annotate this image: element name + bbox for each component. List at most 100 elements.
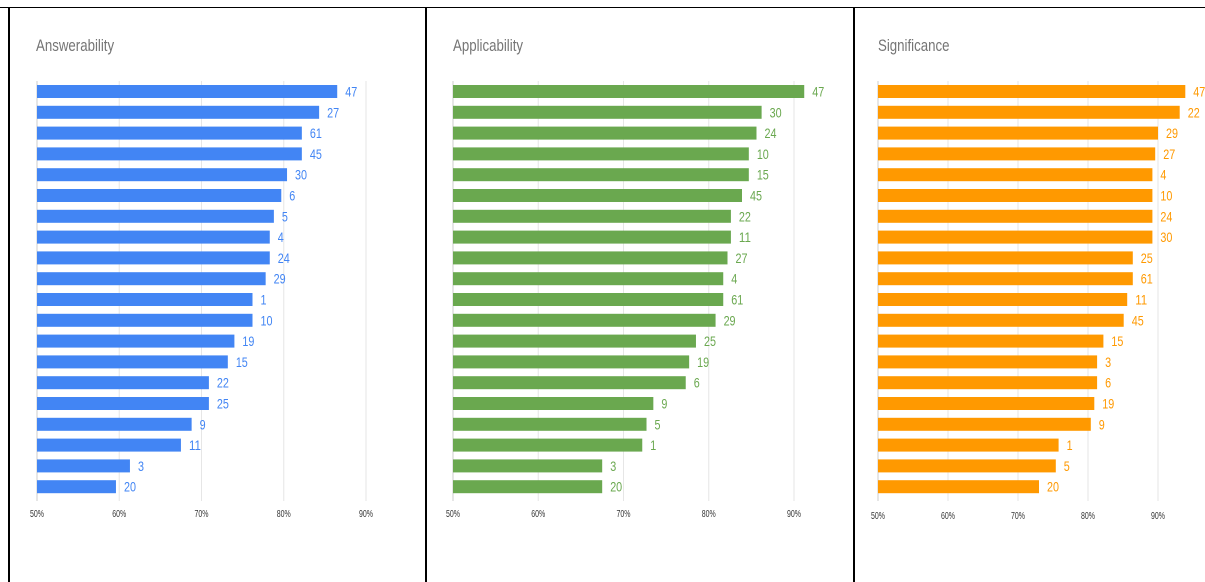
bar-label: 25 xyxy=(704,333,716,349)
bar xyxy=(453,480,603,494)
bar-label: 25 xyxy=(1141,250,1153,266)
bar xyxy=(453,417,647,431)
bar xyxy=(453,334,696,348)
bar-label: 29 xyxy=(1166,125,1178,141)
bar-label: 1 xyxy=(650,437,656,453)
bar-label: 15 xyxy=(757,167,769,183)
bar xyxy=(878,209,1153,223)
bar-label: 6 xyxy=(694,375,700,391)
chart-title: Applicability xyxy=(453,36,524,55)
bar-label: 4 xyxy=(731,271,737,287)
x-tick-label: 60% xyxy=(941,511,955,522)
bar xyxy=(37,417,192,431)
bar-label: 45 xyxy=(1132,312,1144,328)
bar xyxy=(878,272,1133,286)
bar-label: 15 xyxy=(236,354,248,370)
bar-label: 25 xyxy=(217,396,229,412)
bar xyxy=(37,189,282,202)
bar xyxy=(878,85,1186,98)
bar xyxy=(453,459,603,473)
bar-label: 4 xyxy=(1160,167,1166,183)
bar xyxy=(37,313,253,327)
bar xyxy=(878,334,1104,348)
bar-label: 10 xyxy=(1160,188,1172,204)
bar xyxy=(878,376,1098,390)
bar xyxy=(453,230,731,244)
bar-label: 1 xyxy=(1067,437,1073,453)
bar xyxy=(37,480,116,494)
applicability-bar-chart: 47 30 24 10 15 45 22 11 27 4 61 29 25 19 6 95 1 3 20 50% 60%… xyxy=(446,81,824,520)
bar xyxy=(453,251,728,265)
bar-label: 24 xyxy=(764,125,776,141)
bar-label: 9 xyxy=(200,416,206,432)
bar xyxy=(37,85,338,98)
bar xyxy=(37,376,209,390)
bar-label: 11 xyxy=(189,437,201,453)
bar-label: 22 xyxy=(217,375,229,391)
bar xyxy=(453,397,654,410)
bar-label: 20 xyxy=(124,479,136,495)
x-tick-label: 80% xyxy=(1081,511,1095,522)
x-tick-label: 50% xyxy=(871,511,885,522)
bar xyxy=(453,168,749,182)
bar-label: 27 xyxy=(327,104,339,120)
bar xyxy=(37,209,274,223)
bar xyxy=(878,293,1128,306)
bar-label: 5 xyxy=(1064,458,1070,474)
bar-label: 1 xyxy=(260,292,266,308)
bar xyxy=(453,272,724,286)
bar xyxy=(878,438,1059,452)
bar xyxy=(453,189,742,202)
bar-label: 30 xyxy=(1160,229,1172,245)
bar-label: 30 xyxy=(295,167,307,183)
bar-label: 24 xyxy=(278,250,290,266)
bar-label: 5 xyxy=(282,208,288,224)
bar-label: 29 xyxy=(274,271,286,287)
bar xyxy=(37,147,302,161)
x-tick-label: 70% xyxy=(1011,511,1025,522)
bar-label: 4 xyxy=(278,229,284,245)
x-tick-label: 60% xyxy=(112,509,126,520)
bar xyxy=(878,251,1133,265)
bar xyxy=(878,417,1091,431)
bar xyxy=(453,355,690,369)
bar-label: 24 xyxy=(1160,208,1172,224)
bar-label: 30 xyxy=(770,104,782,120)
x-tick-label: 70% xyxy=(617,509,631,520)
bar xyxy=(37,272,266,286)
frame-top-border xyxy=(0,7,1205,8)
bar-label: 61 xyxy=(310,125,322,141)
bar xyxy=(878,147,1156,161)
bar xyxy=(878,397,1095,410)
bar-label: 47 xyxy=(345,84,357,100)
applicability-chart-panel: Applicability 47 30 24 10 15 45 22 11 27 4 61 29 25 1… xyxy=(427,8,853,582)
bar-label: 47 xyxy=(812,84,824,100)
bar xyxy=(878,230,1153,244)
chart-title: Answerability xyxy=(36,36,115,55)
bar-label: 3 xyxy=(1105,354,1111,370)
bar xyxy=(37,293,253,306)
significance-chart-panel: Significance 47 22 29 27 4 10 24 30 25 61 11 45 15 3 6… xyxy=(855,8,1205,582)
bar-label: 6 xyxy=(1105,375,1111,391)
bar xyxy=(37,230,270,244)
frame-divider-middle xyxy=(425,7,427,582)
x-tick-label: 80% xyxy=(702,509,716,520)
bar-label: 11 xyxy=(739,229,751,245)
bar xyxy=(878,189,1153,202)
bar xyxy=(878,459,1056,473)
bar xyxy=(878,313,1124,327)
bar-label: 61 xyxy=(1141,271,1153,287)
bar-label: 20 xyxy=(610,479,622,495)
x-tick-label: 60% xyxy=(531,509,545,520)
bar-label: 5 xyxy=(655,416,661,432)
x-tick-label: 80% xyxy=(277,509,291,520)
bar-label: 9 xyxy=(661,396,667,412)
bar-label: 19 xyxy=(697,354,709,370)
bar-label: 19 xyxy=(242,333,254,349)
bar xyxy=(453,313,716,327)
chart-title: Significance xyxy=(878,36,950,55)
bar-label: 3 xyxy=(138,458,144,474)
x-tick-label: 90% xyxy=(359,509,373,520)
